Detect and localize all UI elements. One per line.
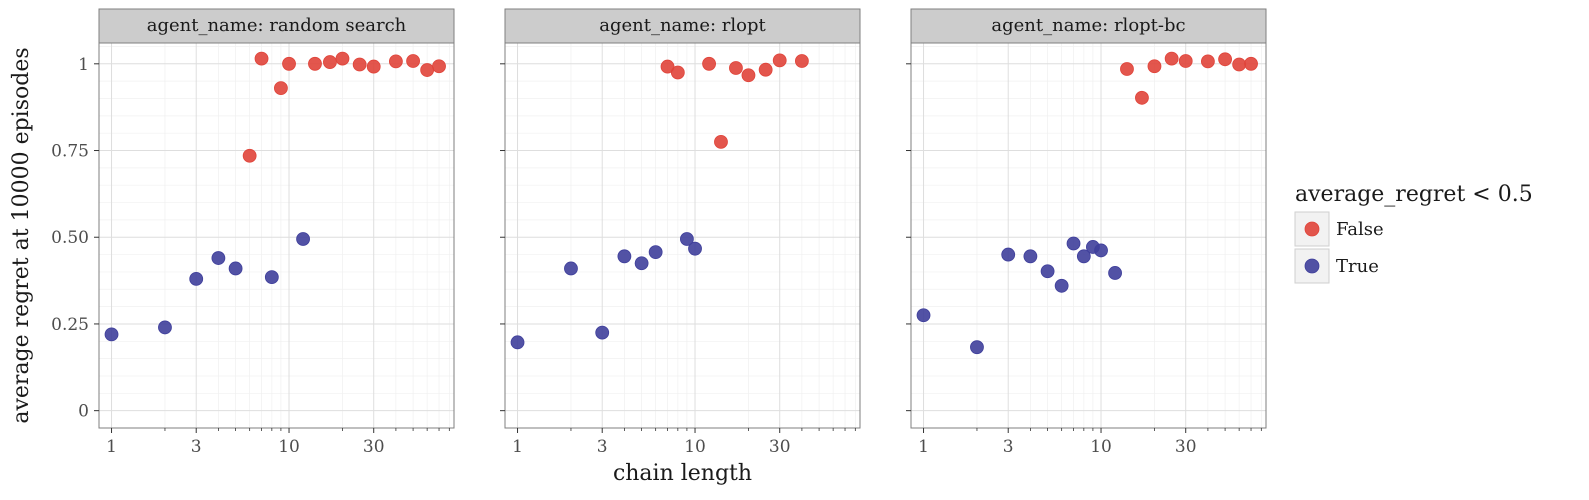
data-point-false — [406, 54, 420, 68]
data-point-true — [1040, 264, 1055, 279]
data-point-true — [1054, 278, 1069, 293]
data-point-true — [617, 249, 632, 264]
plot-background — [911, 43, 1266, 428]
data-point-true — [296, 232, 310, 246]
data-point-true — [1001, 247, 1016, 262]
data-point-true — [970, 340, 984, 355]
legend-key-false — [1304, 221, 1320, 237]
data-point-true — [189, 271, 204, 286]
data-point-true — [1094, 243, 1108, 258]
y-tick-label: 0.50 — [51, 228, 89, 248]
data-point-false — [274, 81, 288, 95]
facet-strip — [910, 8, 1267, 44]
x-axis-title: chain length — [613, 461, 752, 486]
x-tick-label: 30 — [769, 437, 791, 457]
data-point-false — [282, 56, 296, 71]
facet-strip-label: agent_name: rlopt-bc — [991, 15, 1185, 36]
data-point-true — [648, 245, 663, 260]
x-tick-label: 3 — [1003, 437, 1014, 457]
data-point-true — [595, 325, 610, 340]
data-point-false — [702, 56, 716, 71]
panel-3: agent_name: rlopt-bc 1 3 10 30 — [906, 8, 1267, 457]
x-tick-label: 1 — [512, 437, 523, 457]
facet-strip-label: agent_name: rlopt — [599, 15, 766, 36]
data-point-false — [741, 68, 756, 83]
panel-2: agent_name: rlopt 1 3 10 30 — [500, 8, 861, 457]
data-point-true — [510, 335, 525, 350]
data-point-false — [1147, 59, 1162, 74]
data-point-true — [1108, 266, 1122, 280]
data-point-false — [1218, 52, 1232, 67]
data-point-false — [714, 134, 728, 149]
data-point-true — [634, 256, 649, 271]
x-tick-label: 3 — [597, 437, 608, 457]
y-tick-label: 0.75 — [51, 142, 89, 162]
legend-title: average_regret < 0.5 — [1295, 182, 1533, 207]
data-point-false — [242, 148, 257, 163]
data-point-false — [794, 54, 809, 68]
data-point-false — [772, 53, 787, 68]
y-tick-label: 1 — [78, 55, 89, 75]
data-point-false — [1178, 54, 1193, 68]
data-point-true — [104, 327, 119, 342]
y-axis-title: average regret at 10000 episodes — [9, 47, 34, 423]
plot-background — [99, 43, 454, 428]
data-point-false — [335, 51, 350, 66]
x-tick-label: 1 — [106, 437, 117, 457]
data-point-true — [264, 270, 279, 285]
data-point-true — [564, 261, 578, 276]
x-tick-label: 10 — [1090, 437, 1112, 457]
legend: average_regret < 0.5 False True — [1294, 182, 1533, 284]
data-point-false — [420, 63, 435, 77]
facet-strip — [504, 8, 861, 44]
data-point-true — [688, 241, 702, 256]
data-point-false — [1164, 51, 1179, 66]
x-tick-label: 10 — [278, 437, 300, 457]
y-tick-label: 0.25 — [51, 315, 89, 335]
data-point-false — [432, 59, 446, 74]
x-tick-label: 10 — [684, 437, 706, 457]
legend-label: False — [1336, 219, 1384, 240]
data-point-true — [1066, 236, 1081, 251]
x-tick-label: 30 — [363, 437, 385, 457]
data-point-false — [1135, 90, 1149, 105]
facet-strip — [98, 8, 455, 44]
panel-1: agent_name: random search 1 3 10 30 — [94, 8, 455, 457]
x-tick-label: 30 — [1175, 437, 1197, 457]
data-point-false — [1232, 57, 1247, 72]
data-point-true — [158, 320, 172, 335]
data-point-false — [1200, 54, 1215, 69]
data-point-false — [660, 59, 675, 74]
data-point-true — [211, 251, 226, 265]
data-point-false — [1244, 56, 1258, 71]
data-point-false — [729, 61, 743, 75]
y-tick-label: 0 — [78, 402, 89, 422]
legend-key-true — [1304, 258, 1320, 274]
legend-label: True — [1336, 256, 1379, 277]
facet-strip-label: agent_name: random search — [147, 15, 407, 36]
data-point-false — [1120, 62, 1134, 76]
data-point-true — [680, 232, 694, 246]
data-point-true — [916, 308, 931, 323]
data-point-false — [308, 56, 322, 71]
data-point-false — [758, 62, 773, 77]
data-point-true — [228, 261, 243, 276]
data-point-false — [388, 54, 403, 69]
data-point-false — [323, 55, 337, 69]
data-point-false — [366, 59, 381, 74]
data-point-true — [1076, 249, 1091, 264]
data-point-false — [352, 57, 367, 72]
x-tick-label: 1 — [918, 437, 929, 457]
data-point-false — [670, 65, 685, 80]
data-point-false — [254, 51, 269, 66]
x-tick-label: 3 — [191, 437, 202, 457]
data-point-true — [1023, 249, 1038, 264]
